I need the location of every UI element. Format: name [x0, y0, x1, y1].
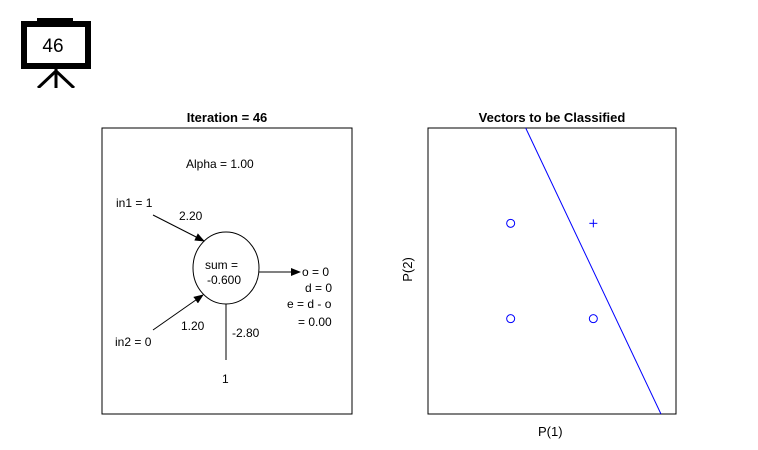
data-point-circle: [506, 218, 516, 228]
bias-weight-label: -2.80: [232, 326, 260, 340]
weight1-label: 2.20: [179, 209, 203, 223]
weight2-connection: [152, 294, 204, 331]
x-axis-label: P(1): [538, 424, 563, 439]
data-point-circle: [506, 314, 516, 324]
input1-label: in1 = 1: [116, 196, 153, 210]
decision-boundary-line: [525, 127, 662, 415]
desired-label: d = 0: [305, 281, 333, 295]
output-label: o = 0: [302, 265, 330, 279]
error-value-label: = 0.00: [298, 315, 332, 329]
network-panel-title: Iteration = 46: [186, 110, 268, 125]
y-axis-label: P(2): [399, 257, 415, 282]
weight2-label: 1.20: [181, 319, 205, 333]
sum-label: sum =: [205, 258, 239, 272]
bias-input-label: 1: [222, 372, 229, 386]
error-formula-label: e = d - o: [287, 297, 332, 311]
slide-number: 46: [42, 36, 64, 57]
data-point-plus: [589, 219, 598, 228]
data-point-circle: [588, 314, 598, 324]
weight1-connection: [152, 214, 205, 242]
sum-value: -0.600: [207, 273, 242, 287]
alpha-label: Alpha = 1.00: [186, 157, 254, 171]
classify-panel-title: Vectors to be Classified: [478, 110, 626, 125]
plot-frame: [427, 127, 677, 415]
input2-label: in2 = 0: [115, 335, 152, 349]
presentation-board-icon: [21, 18, 91, 88]
